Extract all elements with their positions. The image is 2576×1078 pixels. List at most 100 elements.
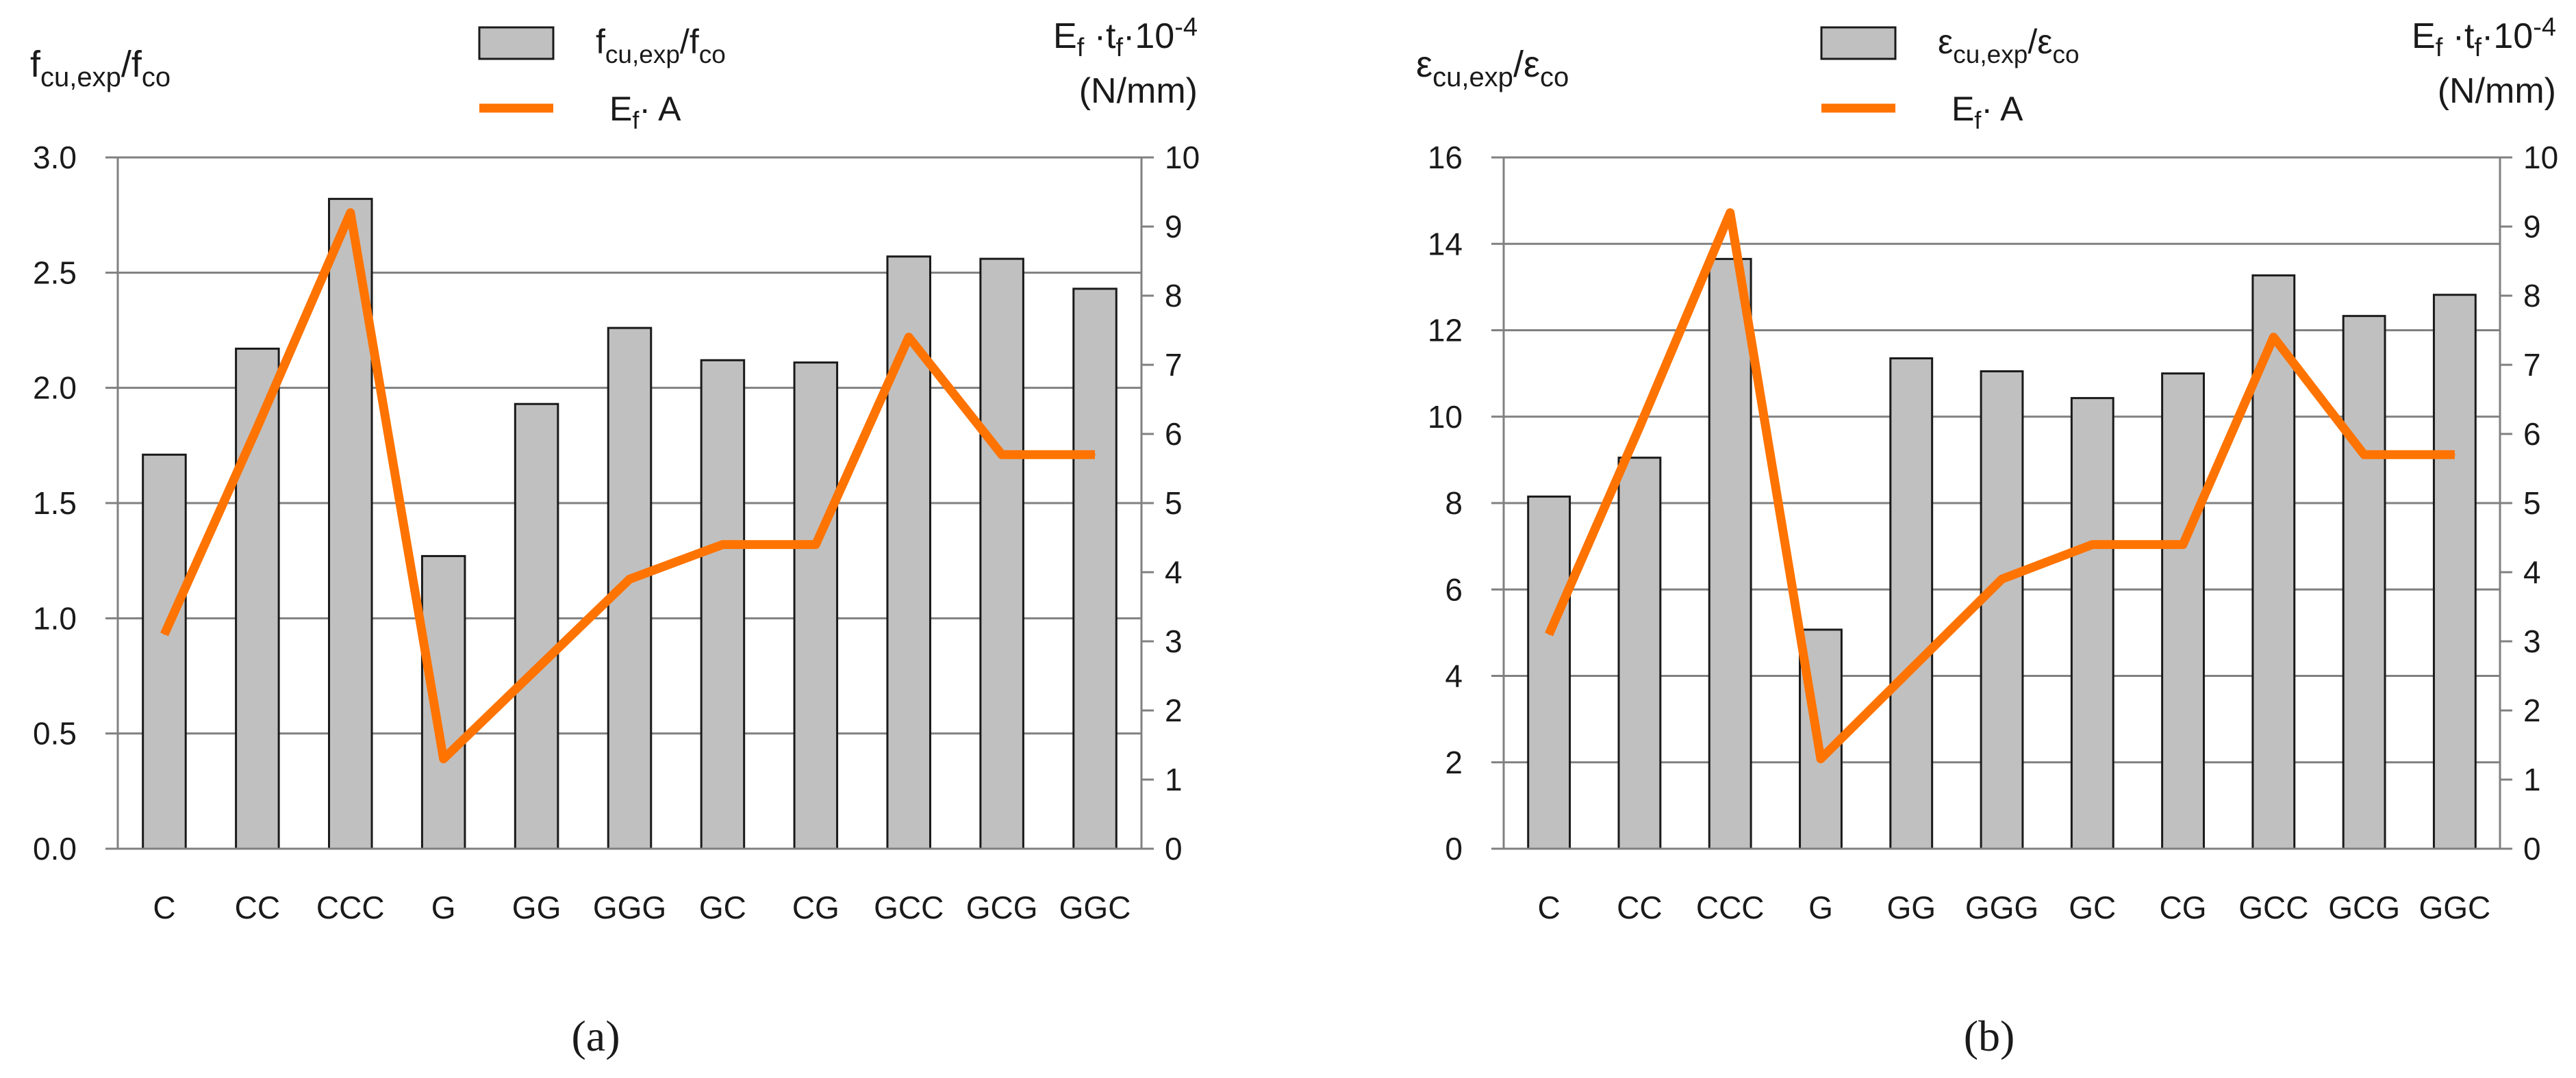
y-tick-right: 0 [2523,831,2541,867]
x-tick-label: CC [235,890,280,925]
label-subscript: co [142,62,171,92]
text-part: ·t [2442,16,2475,56]
line-point [1001,454,1003,456]
y-tick-right: 2 [2523,693,2541,728]
y-tick-left: 0.0 [33,831,77,867]
y-tick-right: 0 [1165,831,1183,867]
line-point [1819,758,1821,760]
x-tick-label: CCC [316,890,385,925]
y-tick-right: 4 [1165,554,1183,590]
y-tick-right: 2 [1165,693,1183,728]
label-subscript: cu,exp [1432,62,1513,92]
label-superscript: -4 [2533,13,2556,42]
label-mid: /f [121,44,142,85]
label-main: ε [1938,23,1953,61]
x-tick-label: CC [1617,890,1662,925]
x-tick-label: CCC [1696,890,1765,925]
y-tick-right: 9 [1165,209,1183,244]
y-tick-right: 6 [1165,416,1183,452]
y-tick-left: 1.0 [33,600,77,636]
y-tick-right: 10 [2523,140,2558,175]
bar-gg [1889,357,1934,850]
panel-label: (a) [571,1012,620,1060]
line-point [535,668,538,670]
text-part: E [2412,16,2436,56]
y-axis-title-right: Ef ·tf·10-4 [2412,13,2556,62]
legend-bar-label: fcu,exp/fco [596,23,726,68]
line-point [2182,543,2184,546]
label-subscript: cu,exp [1953,40,2028,68]
y-tick-right: 8 [2523,278,2541,313]
y-tick-right: 1 [1165,762,1183,797]
x-tick-label: GGG [593,890,666,925]
y-tick-right: 5 [1165,485,1183,521]
bar-cg [2161,372,2205,850]
line-point [908,336,910,338]
y-axis-title-right: Ef ·tf·10-4 [1053,13,1198,62]
y-axis-title-left: fcu,exp/fco [30,44,171,92]
y-tick-right: 1 [2523,762,2541,797]
bar-ggg [1980,370,2024,850]
y-tick-left: 2.5 [33,255,77,290]
y-tick-left: 12 [1428,313,1463,348]
legend-line-label: Ef· A [1952,90,2023,134]
line-point [1910,668,1912,670]
line-point [815,543,817,546]
bar-c [142,453,187,850]
y-tick-left: 0.5 [33,716,77,752]
text-part: ·10 [2482,16,2533,56]
y-tick-right: 10 [1165,140,1200,175]
label-subscript: co [2053,40,2080,68]
x-tick-label: GGC [2419,890,2490,925]
line-point [2091,543,2093,546]
x-tick-label: CG [2160,890,2207,925]
line-point [442,758,444,760]
x-tick-label: C [1538,890,1561,925]
line-point [2273,336,2275,338]
legend-line-label: Ef· A [609,90,681,134]
x-tick-label: GC [2069,890,2116,925]
label-main: f [596,23,605,61]
line-point [629,578,631,580]
y-tick-right: 9 [2523,209,2541,244]
text-part: ·10 [1123,16,1174,56]
label-subscript: cu,exp [40,62,121,92]
legend-bar-swatch [1820,26,1897,60]
y-axis-title-left: εcu,exp/εco [1416,44,1569,92]
label-rest: · A [1981,90,2023,128]
label-main: f [30,44,41,85]
line-point [163,633,165,635]
x-tick-label: G [431,890,456,925]
y-tick-left: 14 [1428,226,1463,261]
bar-gc [2070,397,2114,850]
label-subscript: co [1540,62,1569,92]
bar-ggc [1072,287,1117,850]
label-subscript: f [1974,106,1982,134]
bar-gcg [979,257,1024,850]
bar-ccc [1708,257,1752,850]
label-mid: /ε [1513,44,1540,85]
line-point [2453,454,2455,456]
label-mid: /ε [2028,23,2052,61]
legend-bar-label: εcu,exp/εco [1938,23,2080,68]
y-tick-left: 10 [1428,399,1463,435]
bar-c [1527,496,1571,850]
bar-g [420,554,466,850]
y-tick-left: 3.0 [33,140,77,175]
line-point [1548,633,1550,635]
bar-gg [514,402,559,850]
label-superscript: -4 [1174,13,1198,42]
x-tick-label: GCC [874,890,944,925]
y-tick-left: 1.5 [33,485,77,521]
text-part: E [1053,16,1077,56]
label-mid: /f [680,23,699,61]
y-axis-title-right-units: (N/mm) [1079,71,1198,111]
x-tick-label: G [1808,890,1833,925]
bar-cc [1617,457,1662,850]
x-tick-label: GC [699,890,746,925]
y-tick-right: 7 [1165,347,1183,383]
y-tick-right: 8 [1165,278,1183,313]
line-point [256,426,258,428]
